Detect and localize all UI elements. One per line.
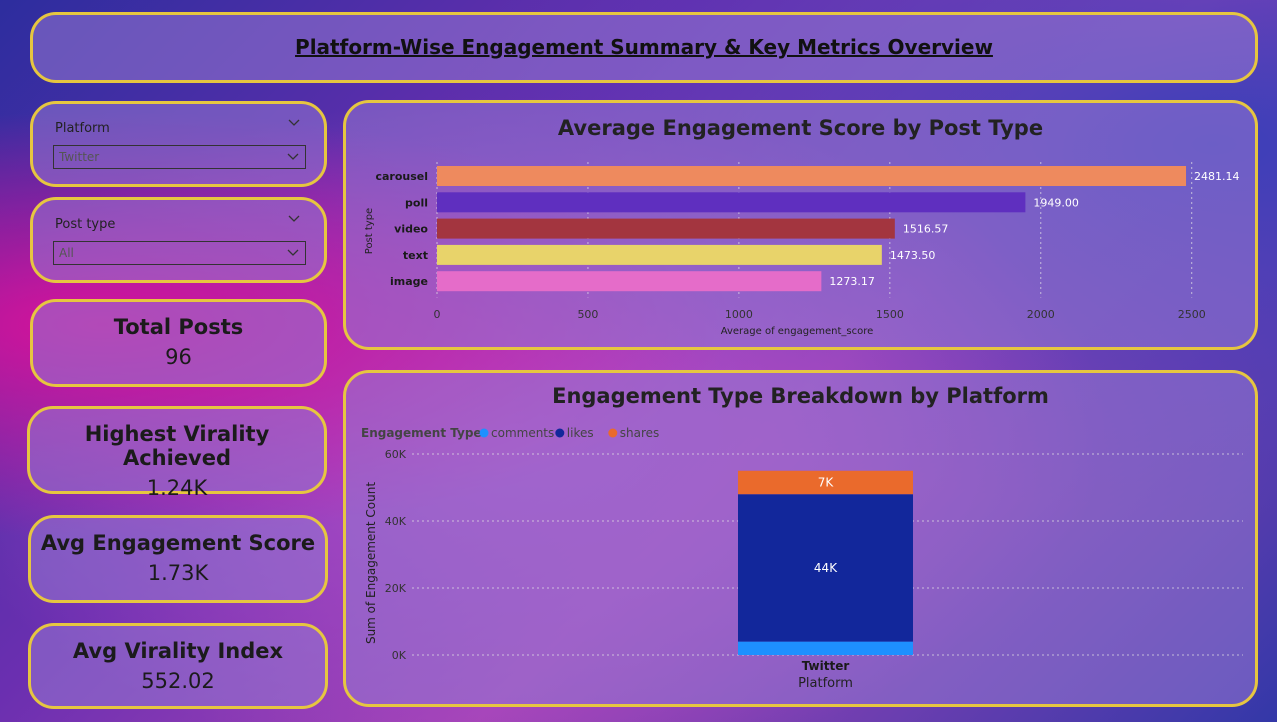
avg-engagement-card: Avg Engagement Score 1.73K <box>28 515 328 603</box>
x-tick-label: 0 <box>434 308 441 321</box>
legend-marker-shares[interactable] <box>608 428 618 438</box>
card-value: 96 <box>165 345 192 369</box>
chart-title: Engagement Type Breakdown by Platform <box>552 384 1049 408</box>
dashboard-title: Platform-Wise Engagement Summary & Key M… <box>295 35 993 59</box>
data-label: 1273.17 <box>829 275 875 288</box>
bar-segment-shares[interactable] <box>738 470 913 495</box>
chevron-down-icon[interactable] <box>287 152 299 162</box>
bar-segment-likes[interactable] <box>738 494 913 642</box>
bar-carousel[interactable] <box>437 166 1187 186</box>
y-tick-label: text <box>403 249 428 262</box>
y-tick-label: poll <box>405 196 428 209</box>
x-tick-label: 2000 <box>1027 308 1055 321</box>
data-label: 1949.00 <box>1033 196 1079 209</box>
bar-video[interactable] <box>437 218 895 239</box>
y-axis-title: Post type <box>364 208 375 254</box>
post-type-chart-panel: Average Engagement Score by Post Type 0 5… <box>343 100 1258 350</box>
x-axis-title: Average of engagement_score <box>721 326 874 337</box>
x-tick-label: 2500 <box>1178 308 1206 321</box>
data-label: 2481.14 <box>1194 170 1240 183</box>
x-tick-label: Twitter <box>802 659 850 673</box>
chevron-down-icon[interactable] <box>288 118 300 128</box>
platform-dropdown[interactable]: Twitter <box>53 145 306 169</box>
post-type-dropdown[interactable]: All <box>53 241 306 265</box>
card-title: Total Posts <box>113 315 244 339</box>
y-tick-label: 60K <box>385 448 407 461</box>
card-value: 1.73K <box>147 561 209 585</box>
data-label: 1473.50 <box>890 249 936 262</box>
post-type-slicer[interactable]: Post type All <box>30 197 327 283</box>
bar-text[interactable] <box>437 244 882 265</box>
card-value: 1.24K <box>146 476 208 500</box>
legend-label-likes[interactable]: likes <box>567 426 594 440</box>
x-tick-label: 1000 <box>725 308 753 321</box>
data-label: 7K <box>818 475 835 489</box>
data-label: 1516.57 <box>903 223 949 236</box>
highest-virality-card: Highest Virality Achieved 1.24K <box>27 406 327 500</box>
card-title: Avg Virality Index <box>72 639 284 663</box>
legend-marker-comments[interactable] <box>479 428 489 438</box>
legend-label-comments[interactable]: comments <box>491 426 554 440</box>
legend-title: Engagement Type <box>361 426 482 440</box>
post-type-dropdown-value: All <box>59 246 74 260</box>
x-tick-label: 500 <box>577 308 598 321</box>
platform-slicer[interactable]: Platform Twitter <box>30 101 327 187</box>
post-type-slicer-label: Post type <box>55 217 116 232</box>
title-banner: Platform-Wise Engagement Summary & Key M… <box>30 12 1258 83</box>
y-tick-label: 0K <box>392 649 407 662</box>
bar-image[interactable] <box>437 271 822 292</box>
y-axis-title: Sum of Engagement Count <box>364 482 378 644</box>
x-axis-title: Platform <box>798 676 853 691</box>
y-tick-label: 40K <box>385 515 407 528</box>
post-type-bar-chart: 0 500 1000 1500 2000 2500 carousel 2481.14 poll 1… <box>364 162 1240 337</box>
card-title: Avg Engagement Score <box>40 531 316 555</box>
legend-label-shares[interactable]: shares <box>620 426 660 440</box>
engagement-stacked-chart: 0K 20K 40K 60K Engagement Type comments likes s… <box>361 426 1243 691</box>
avg-virality-card: Avg Virality Index 552.02 <box>28 623 328 709</box>
total-posts-card: Total Posts 96 <box>30 299 327 387</box>
legend-marker-likes[interactable] <box>555 428 565 438</box>
bar-poll[interactable] <box>437 192 1026 213</box>
chevron-down-icon[interactable] <box>287 248 299 258</box>
card-title: Highest Virality Achieved <box>84 422 270 470</box>
x-tick-label: 1500 <box>876 308 904 321</box>
y-tick-label: image <box>390 275 428 288</box>
y-tick-label: 20K <box>385 582 407 595</box>
data-label: 44K <box>814 561 838 575</box>
chart-title: Average Engagement Score by Post Type <box>557 116 1044 140</box>
card-value: 552.02 <box>141 669 215 693</box>
engagement-breakdown-chart-panel: Engagement Type Breakdown by Platform 0K… <box>343 370 1258 707</box>
platform-dropdown-value: Twitter <box>59 150 100 164</box>
chevron-down-icon[interactable] <box>288 214 300 224</box>
y-tick-label: video <box>394 223 428 236</box>
y-tick-label: carousel <box>375 170 428 183</box>
platform-slicer-label: Platform <box>55 121 110 136</box>
bar-segment-comments[interactable] <box>738 641 913 655</box>
